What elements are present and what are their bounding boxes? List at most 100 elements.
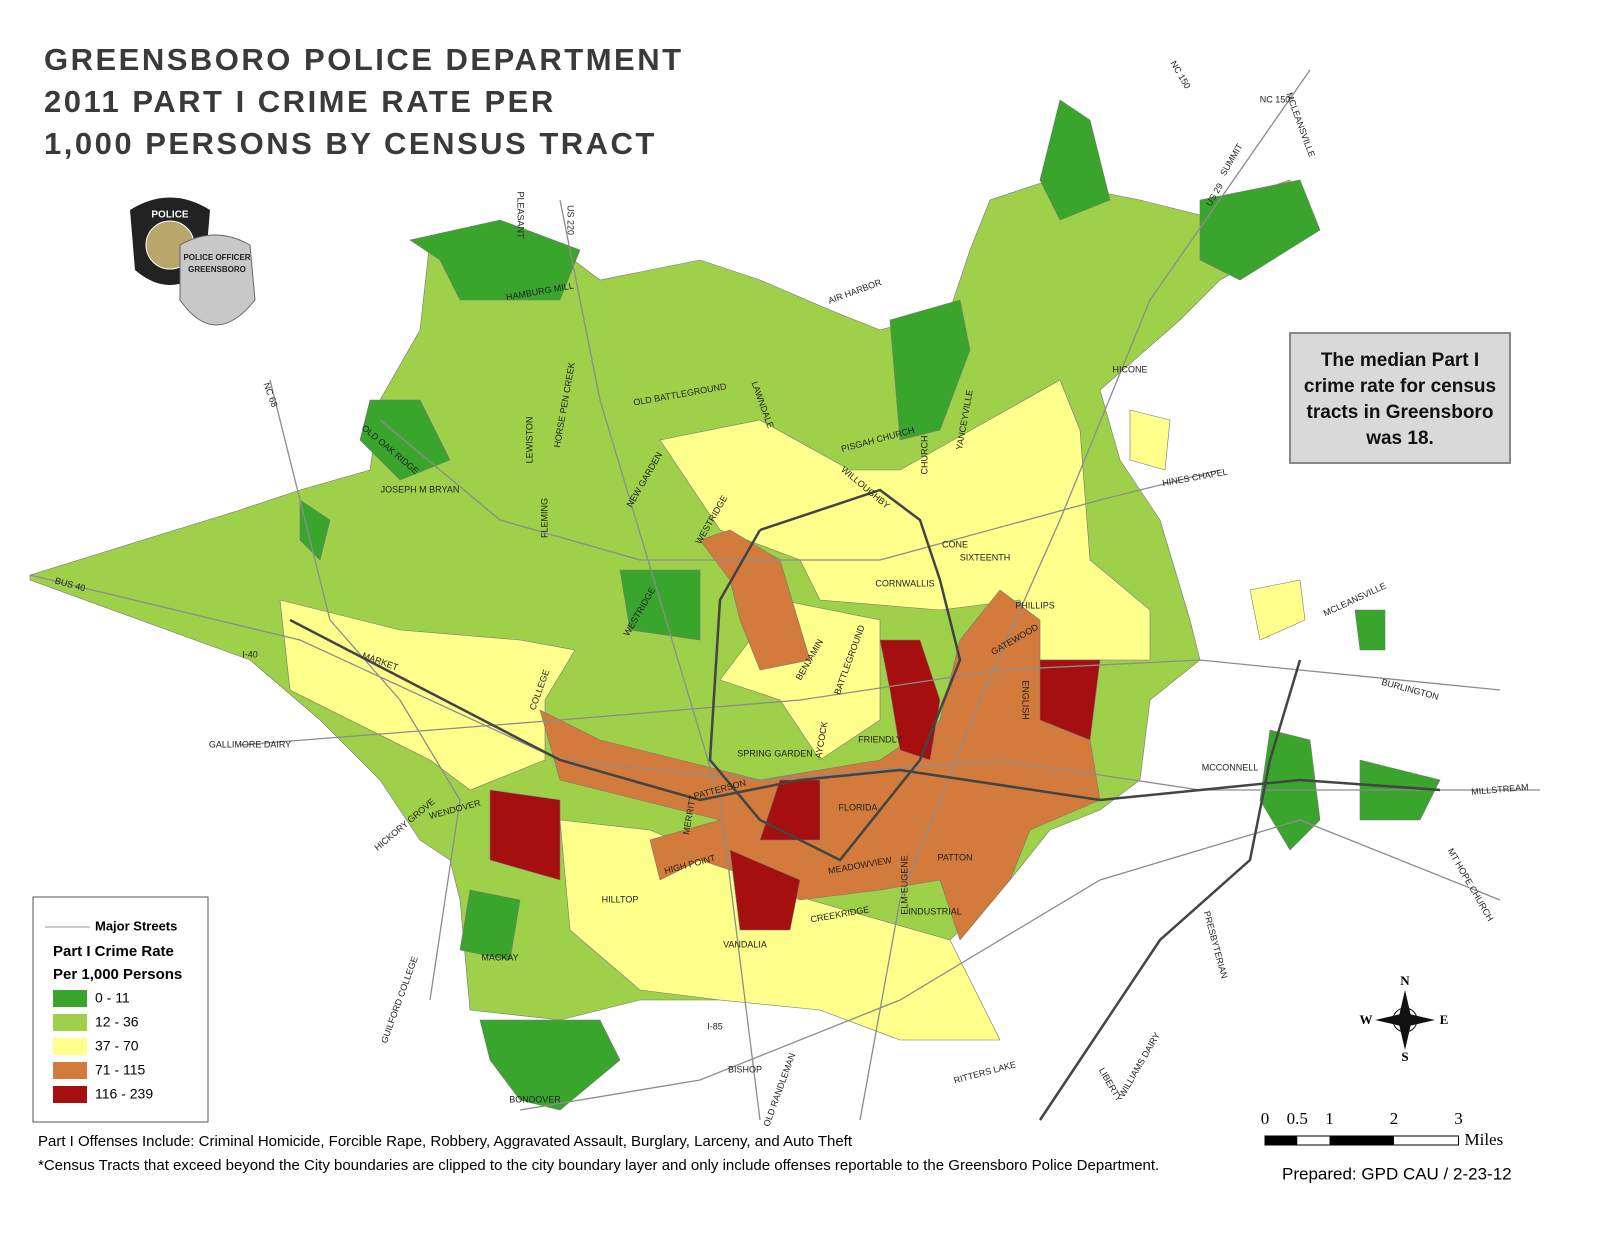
scale-tick-label: 1 bbox=[1325, 1109, 1334, 1128]
street-label: VANDALIA bbox=[723, 939, 767, 949]
badge-star bbox=[179, 234, 256, 326]
street bbox=[379, 419, 1221, 561]
scale-tick-label: 0.5 bbox=[1287, 1109, 1308, 1128]
street-label: JOSEPH M BRYAN bbox=[381, 484, 460, 494]
tract bbox=[479, 1019, 621, 1111]
street-label: SIXTEENTH bbox=[960, 552, 1011, 562]
highway bbox=[708, 488, 962, 862]
street bbox=[859, 69, 1311, 1121]
street-label: LIBERTY bbox=[1097, 1066, 1124, 1103]
tract bbox=[659, 379, 1151, 661]
street-label: BONDOVER bbox=[509, 1094, 561, 1104]
prepared: Prepared: GPD CAU / 2-23-12 bbox=[1282, 1164, 1512, 1183]
tract bbox=[459, 889, 521, 961]
legend-swatch bbox=[53, 1086, 87, 1103]
title-line: 1,000 PERSONS BY CENSUS TRACT bbox=[44, 126, 657, 161]
tract bbox=[299, 499, 331, 561]
tract bbox=[1354, 609, 1386, 651]
tract bbox=[889, 299, 971, 441]
street-label: GALLIMORE DAIRY bbox=[209, 739, 291, 749]
street-label: NC 150 bbox=[1169, 59, 1193, 90]
street-label: BISHOP bbox=[728, 1064, 762, 1074]
street bbox=[519, 819, 1501, 1111]
street-label: MCLEANSVILLE bbox=[1284, 91, 1317, 158]
badge: POLICE POLICE OFFICER GREENSBORO bbox=[130, 197, 256, 326]
legend-label: 71 - 115 bbox=[95, 1062, 146, 1078]
tract bbox=[1039, 659, 1101, 741]
street-label: HINES CHAPEL bbox=[1162, 467, 1229, 488]
tract bbox=[1039, 99, 1111, 221]
street-label: FLORIDA bbox=[838, 802, 877, 812]
scale-tick-label: 2 bbox=[1390, 1109, 1399, 1128]
street-label: NC 150 bbox=[1260, 94, 1291, 104]
street-label: HICONE bbox=[1112, 364, 1147, 374]
scale-unit: Miles bbox=[1465, 1130, 1504, 1149]
street-label: MCCONNELL bbox=[1202, 762, 1259, 772]
compass-arrow bbox=[1399, 990, 1411, 1020]
legend-swatch bbox=[53, 1062, 87, 1079]
street-label: MT HOPE CHURCH bbox=[1446, 847, 1496, 923]
street-label: OLD RANDLEMAN bbox=[761, 1052, 797, 1128]
legend-classes: 0 - 11 12 - 36 37 - 70 71 - 115 116 - 239 bbox=[53, 990, 153, 1103]
street-label: PLEASANT bbox=[516, 191, 526, 239]
street-label: CONE bbox=[942, 539, 968, 549]
street-label: PHILLIPS bbox=[1015, 600, 1055, 610]
street bbox=[239, 659, 1501, 746]
callout-box bbox=[1289, 332, 1511, 464]
tract bbox=[1249, 579, 1306, 641]
badge-text: GREENSBORO bbox=[188, 265, 246, 274]
tract bbox=[619, 569, 701, 641]
callout-line: was 18. bbox=[1365, 428, 1434, 449]
badge-text: POLICE OFFICER bbox=[183, 253, 250, 262]
tract bbox=[879, 639, 941, 761]
title-line: GREENSBORO POLICE DEPARTMENT bbox=[44, 42, 684, 77]
street-label: INDUSTRIAL bbox=[908, 906, 962, 916]
street-label: HILLTOP bbox=[602, 894, 639, 904]
tracts bbox=[29, 99, 1441, 1111]
callout: The median Part I crime rate for census tr… bbox=[1304, 350, 1496, 449]
legend-swatch bbox=[53, 1014, 87, 1031]
legend-label: 0 - 11 bbox=[95, 990, 130, 1006]
compass-arrow bbox=[1405, 1014, 1435, 1026]
street-label: PATTON bbox=[937, 852, 972, 862]
badge-text: POLICE bbox=[151, 210, 189, 221]
compass: N E S W bbox=[1360, 973, 1449, 1064]
street-label: MILLSTREAM bbox=[1471, 782, 1529, 797]
callout-line: crime rate for census bbox=[1304, 376, 1496, 397]
note: *Census Tracts that exceed beyond the Ci… bbox=[38, 1157, 1159, 1174]
street-label: NC 68 bbox=[262, 381, 280, 408]
legend-box bbox=[32, 896, 209, 1123]
tract bbox=[489, 789, 561, 881]
street bbox=[559, 199, 761, 1121]
street-label: SPRING GARDEN bbox=[737, 748, 813, 758]
legend-title: Per 1,000 Persons bbox=[53, 966, 182, 983]
callout-line: The median Part I bbox=[1321, 350, 1479, 371]
tract bbox=[1129, 409, 1171, 471]
street-label: I-85 bbox=[707, 1021, 723, 1031]
tract bbox=[1199, 179, 1321, 281]
street-label: WILLIAMS DAIRY bbox=[1117, 1031, 1162, 1099]
streets bbox=[29, 69, 1540, 1121]
legend-label: 116 - 239 bbox=[95, 1086, 153, 1102]
street-label: ELM-EUGENE bbox=[899, 855, 909, 915]
compass-label: E bbox=[1440, 1012, 1449, 1027]
legend-street-label: Major Streets bbox=[95, 918, 177, 933]
title-line: 2011 PART I CRIME RATE PER bbox=[44, 84, 556, 119]
note: Part I Offenses Include: Criminal Homici… bbox=[38, 1133, 853, 1150]
street-label: SUMMIT bbox=[1218, 141, 1245, 177]
street-label: LEWISTON bbox=[524, 417, 534, 464]
scale-segment bbox=[1265, 1136, 1298, 1145]
tract bbox=[699, 529, 811, 671]
legend-label: 37 - 70 bbox=[95, 1038, 139, 1054]
street-label: RITTERS LAKE bbox=[953, 1059, 1017, 1085]
street-label: I-40 bbox=[242, 649, 258, 659]
street-label: AIR HARBOR bbox=[827, 277, 884, 306]
scale-segment bbox=[1329, 1136, 1394, 1145]
tract bbox=[729, 849, 801, 931]
street-label: CORNWALLIS bbox=[875, 578, 934, 588]
compass-arrow bbox=[1399, 1020, 1411, 1050]
compass-ring bbox=[1392, 1007, 1418, 1033]
street-label: US 220 bbox=[566, 205, 576, 235]
highway bbox=[289, 618, 1441, 802]
